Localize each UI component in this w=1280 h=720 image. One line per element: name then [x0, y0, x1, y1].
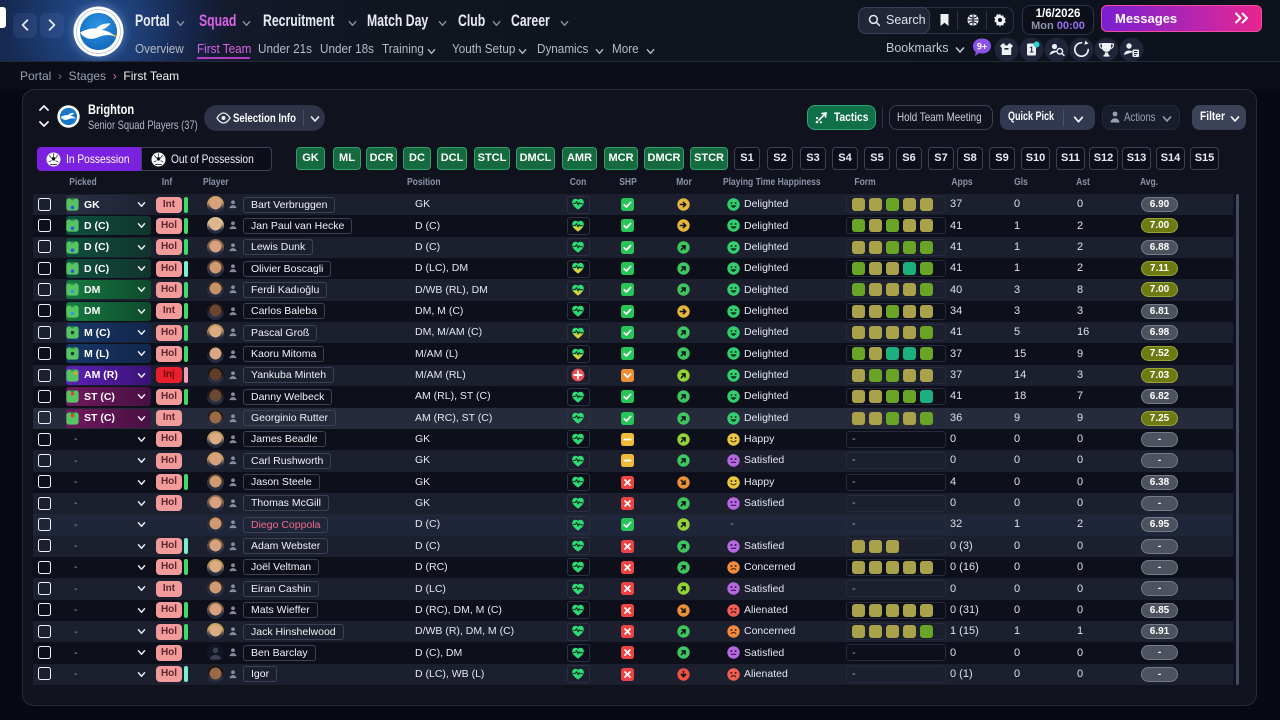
svg-text:9+: 9+	[977, 42, 987, 52]
svg-text:1: 1	[1029, 46, 1034, 55]
